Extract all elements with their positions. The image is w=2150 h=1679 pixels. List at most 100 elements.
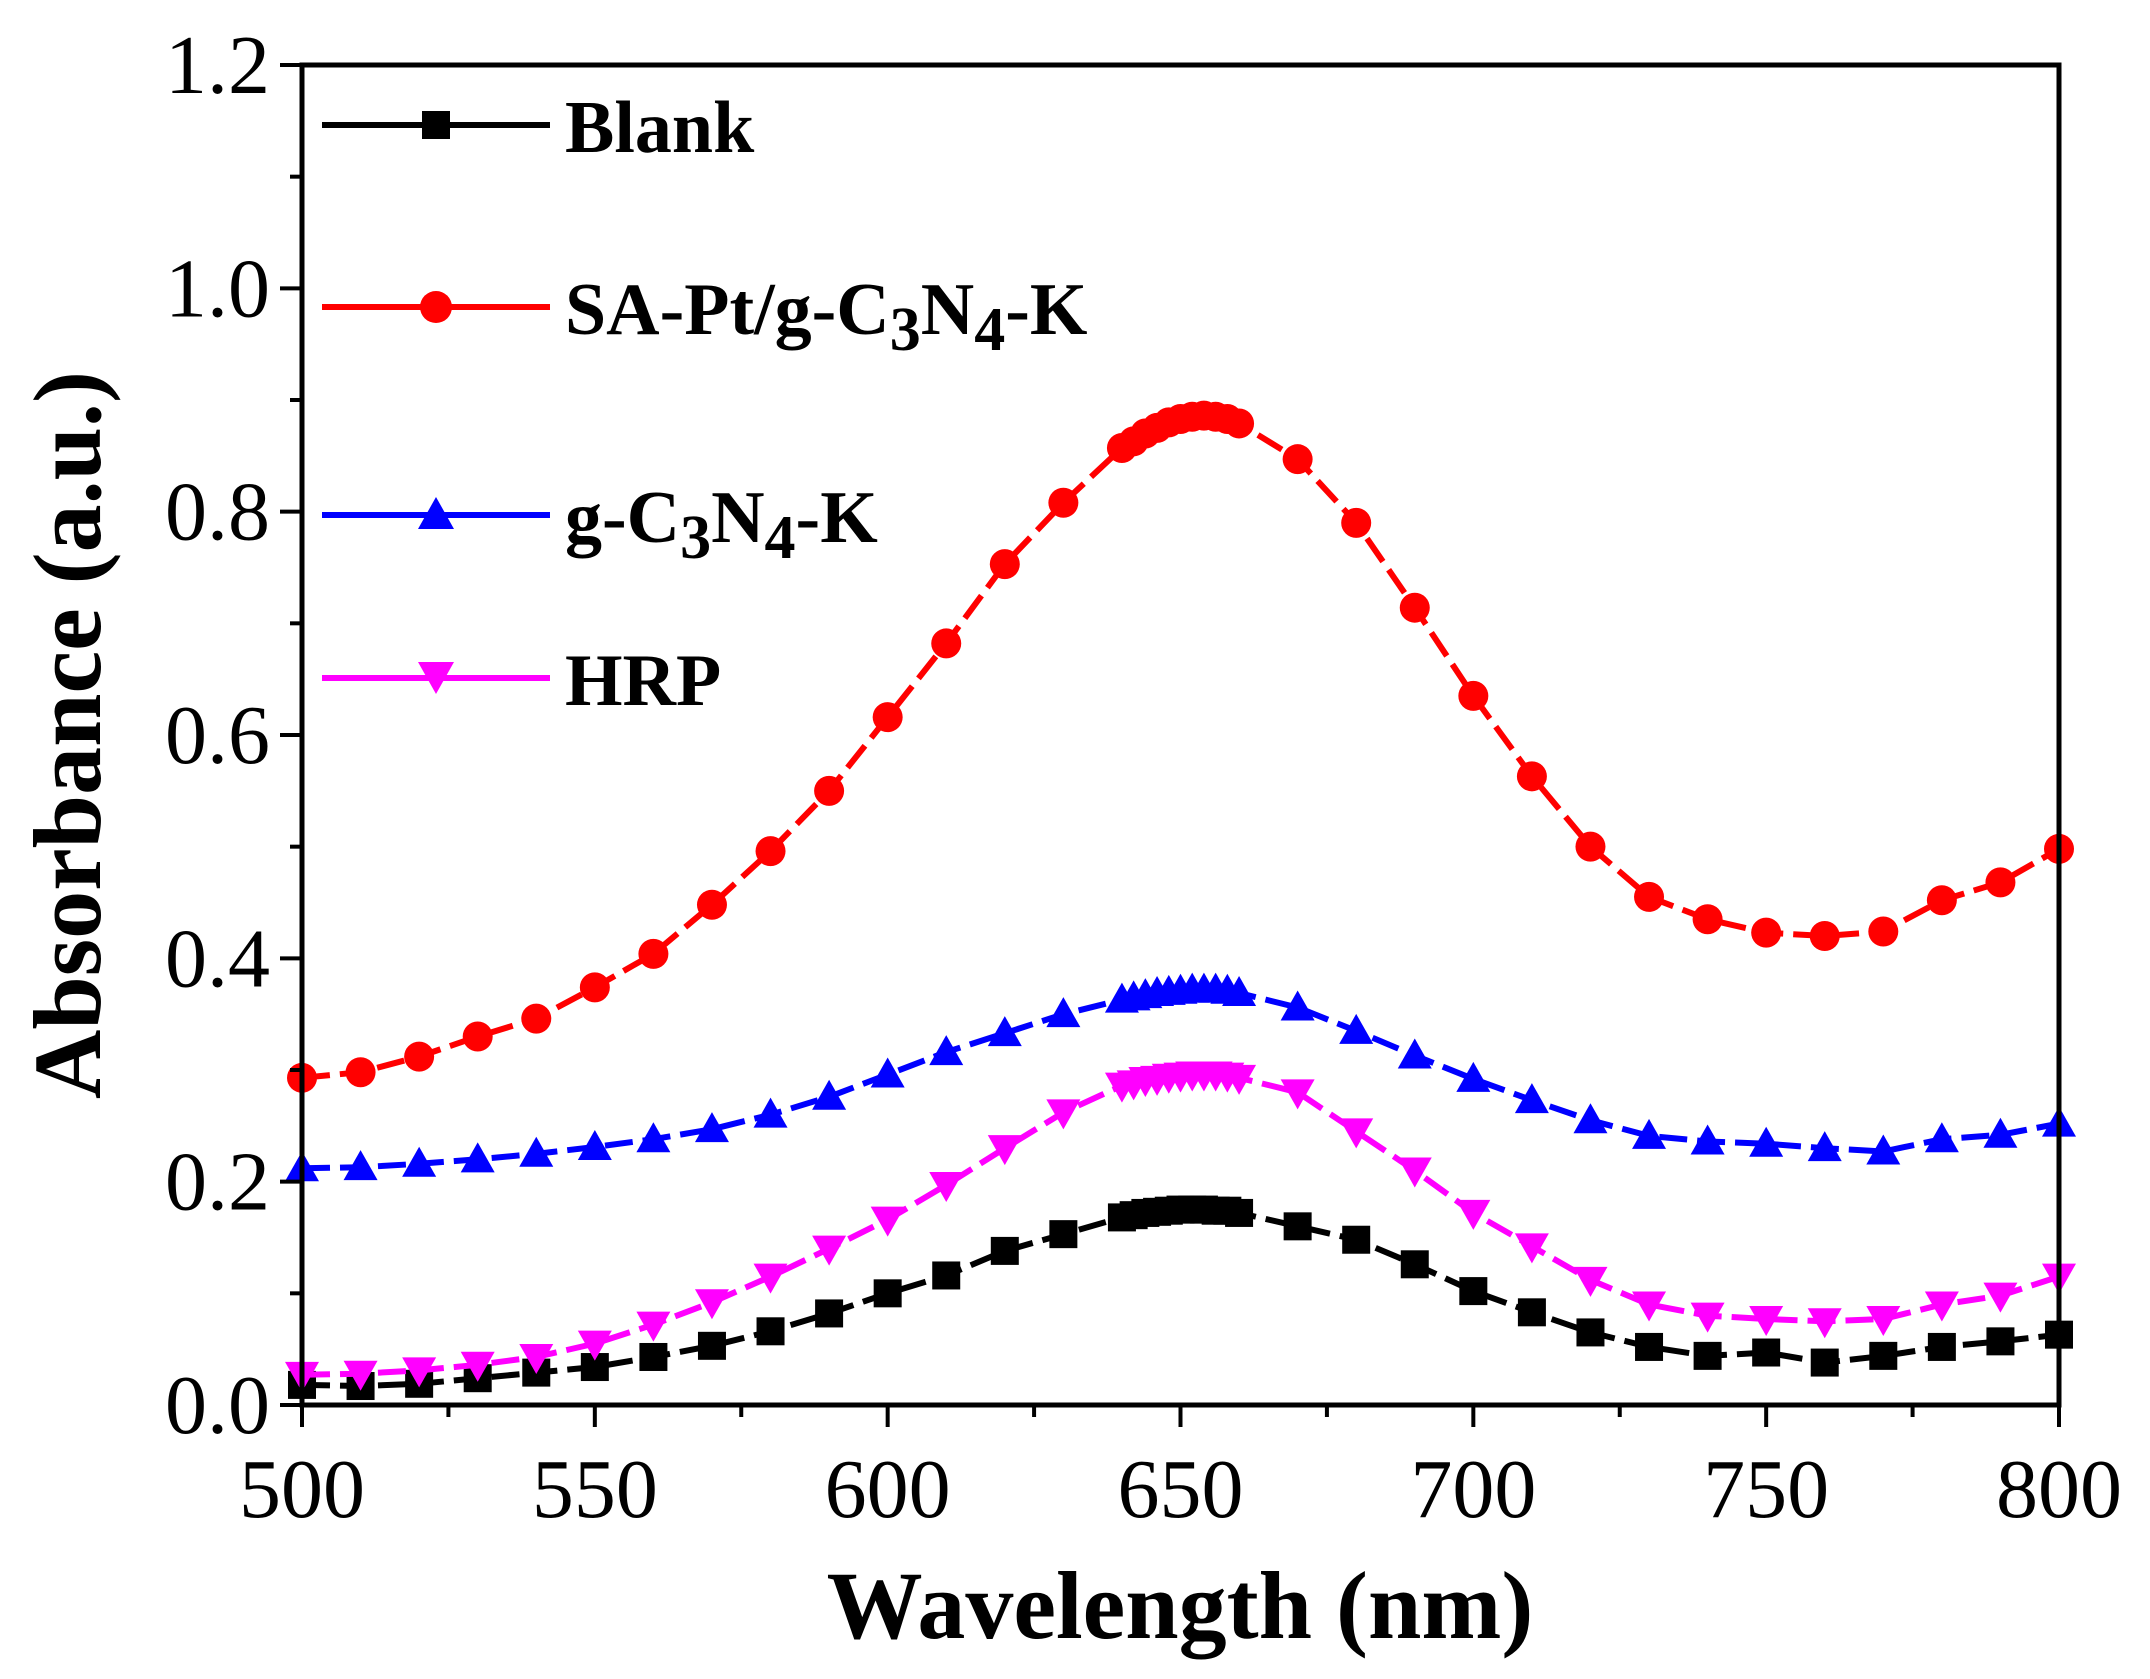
x-tick-label: 650	[1118, 1443, 1244, 1536]
data-point	[1282, 444, 1313, 475]
data-point	[870, 1057, 905, 1088]
data-point	[1986, 1327, 2015, 1356]
data-point	[1869, 1341, 1898, 1370]
series-0	[288, 1195, 2073, 1401]
data-point	[1926, 885, 1957, 916]
y-axis-title: Absorbance (a.u.)	[14, 371, 121, 1099]
legend-item-sa-pt: SA-Pt/g-C3N4-K	[322, 269, 1087, 364]
data-point	[1048, 487, 1079, 518]
data-point	[1690, 1124, 1725, 1155]
legend-text-sa-pt-sub1: 3	[890, 296, 921, 364]
data-point	[872, 702, 903, 733]
data-point	[987, 1016, 1022, 1047]
data-point	[1514, 1233, 1549, 1264]
data-point	[1222, 975, 1257, 1006]
data-point	[519, 1136, 554, 1167]
data-point	[697, 1331, 726, 1360]
data-point	[1751, 917, 1782, 948]
data-point	[1280, 1079, 1315, 1110]
data-point	[1983, 1117, 2018, 1148]
legend-marker-blank	[422, 111, 450, 139]
data-point	[1749, 1306, 1784, 1337]
data-point	[929, 1172, 964, 1203]
data-point	[636, 1122, 671, 1153]
data-point	[929, 1035, 964, 1066]
data-point	[1046, 1099, 1081, 1130]
legend-text-sa-pt-mid: N	[921, 269, 974, 351]
data-point	[1866, 1134, 1901, 1165]
data-point	[1400, 1250, 1429, 1279]
legend-text-blank: Blank	[565, 87, 755, 169]
series-1	[287, 400, 2074, 1093]
legend-marker-sa-pt	[420, 291, 452, 323]
legend-text-sa-pt-sub2: 4	[974, 296, 1005, 364]
data-point	[812, 1235, 847, 1266]
legend-label-sa-pt: SA-Pt/g-C3N4-K	[565, 269, 1087, 364]
data-point	[1632, 1291, 1667, 1322]
legend-text-gcn-tail: -K	[796, 477, 878, 559]
data-point	[1632, 1118, 1667, 1149]
legend-text-gcn-sub2: 4	[765, 504, 796, 572]
data-point	[1924, 1122, 1959, 1153]
y-tick-label: 1.2	[165, 19, 270, 112]
data-point	[1280, 990, 1315, 1021]
data-point	[1752, 1338, 1781, 1367]
data-point	[1399, 592, 1430, 623]
legend-label-blank: Blank	[565, 87, 755, 169]
data-point	[460, 1351, 495, 1382]
data-point	[1634, 881, 1665, 912]
data-point	[1576, 1318, 1605, 1347]
data-point	[639, 1342, 668, 1371]
data-point	[402, 1146, 437, 1177]
data-point	[1339, 1118, 1374, 1149]
data-point	[753, 1263, 788, 1294]
data-point	[1573, 1266, 1608, 1297]
data-point	[1807, 1308, 1842, 1339]
data-point	[694, 1289, 729, 1320]
data-point	[1222, 1064, 1257, 1095]
data-point	[1575, 831, 1606, 862]
data-point	[1224, 408, 1255, 439]
data-point	[1516, 761, 1547, 792]
data-point	[1397, 1157, 1432, 1188]
data-point	[345, 1057, 376, 1088]
legend-text-hrp: HRP	[565, 640, 721, 722]
data-point	[756, 1317, 785, 1346]
data-point	[636, 1311, 671, 1342]
data-point	[1690, 1302, 1725, 1333]
legend-text-sa-pt-main: SA-Pt/g-C	[565, 269, 890, 351]
legend-text-gcn-main: g-C	[565, 477, 680, 559]
data-point	[990, 1236, 1019, 1265]
x-tick-label: 750	[1703, 1443, 1829, 1536]
data-point	[577, 1130, 612, 1161]
data-point	[460, 1142, 495, 1173]
data-point	[1339, 1013, 1374, 1044]
data-point	[1342, 1225, 1371, 1254]
data-point	[755, 836, 786, 867]
legend: Blank SA-Pt/g-C3N4-K g-C3N4-K HRP	[322, 87, 1087, 722]
data-point	[1693, 1341, 1722, 1370]
data-point	[519, 1343, 554, 1374]
series-line	[301, 412, 2061, 1081]
data-point	[1868, 916, 1899, 947]
data-point	[987, 1135, 1022, 1166]
data-point	[1983, 1282, 2018, 1313]
data-point	[989, 549, 1020, 580]
data-point	[1283, 1212, 1312, 1241]
legend-text-gcn-sub1: 3	[680, 504, 711, 572]
data-point	[931, 628, 962, 659]
x-tick-label: 800	[1996, 1443, 2122, 1536]
y-tick-label: 0.0	[165, 1359, 270, 1452]
y-tick-label: 1.0	[165, 242, 270, 335]
legend-text-gcn-mid: N	[711, 477, 764, 559]
x-tick-label: 600	[825, 1443, 951, 1536]
data-point	[638, 938, 669, 969]
x-tick-label: 700	[1410, 1443, 1536, 1536]
data-point	[1692, 904, 1723, 935]
legend-item-gcn: g-C3N4-K	[322, 477, 878, 572]
data-point	[812, 1079, 847, 1110]
data-point	[521, 1003, 552, 1034]
data-point	[1810, 1348, 1839, 1377]
legend-marker-gcn	[418, 497, 454, 529]
